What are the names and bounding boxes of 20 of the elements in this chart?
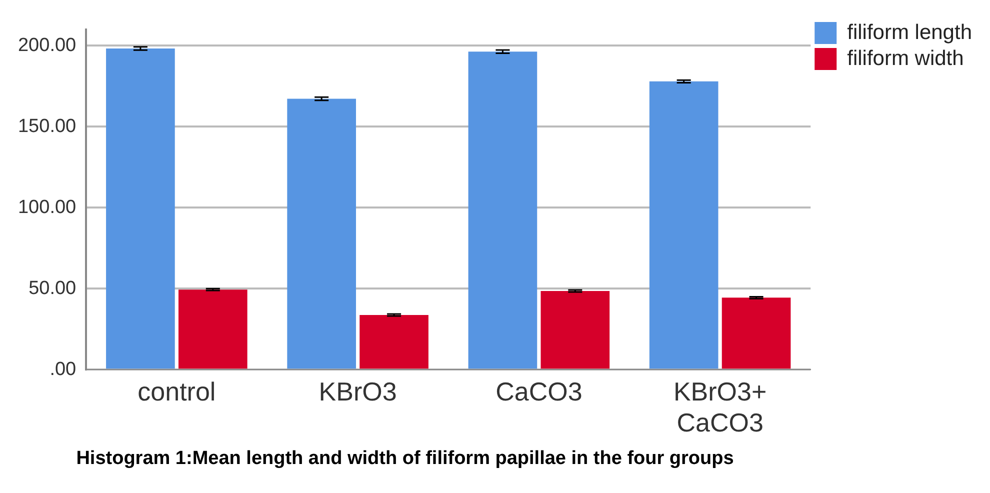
y-tick-label: 100.00 [18,196,76,218]
bar [178,290,248,369]
x-tick-label: KBrO3 [318,376,397,406]
bar [106,48,175,369]
x-tick-label: KBrO3+ CaCO3 [673,376,767,438]
y-tick-label: .00 [50,358,76,380]
bar [540,291,610,369]
y-tick-label: 150.00 [18,116,76,137]
y-tick-label: 50.00 [28,278,76,299]
bar [468,52,538,369]
y-tick-label: 200.00 [18,34,76,56]
text: Histogram 1:Mean length and width of filiform papillae in the four groups [75,448,735,470]
x-tick-label: control [138,376,216,406]
bar [649,81,718,369]
bar [722,298,791,369]
bar [287,98,356,369]
bar [360,315,428,369]
legend-label: filiform length [847,20,972,44]
legend-label: filiform width [847,46,964,70]
x-tick-label: CaCO3 [496,376,582,406]
